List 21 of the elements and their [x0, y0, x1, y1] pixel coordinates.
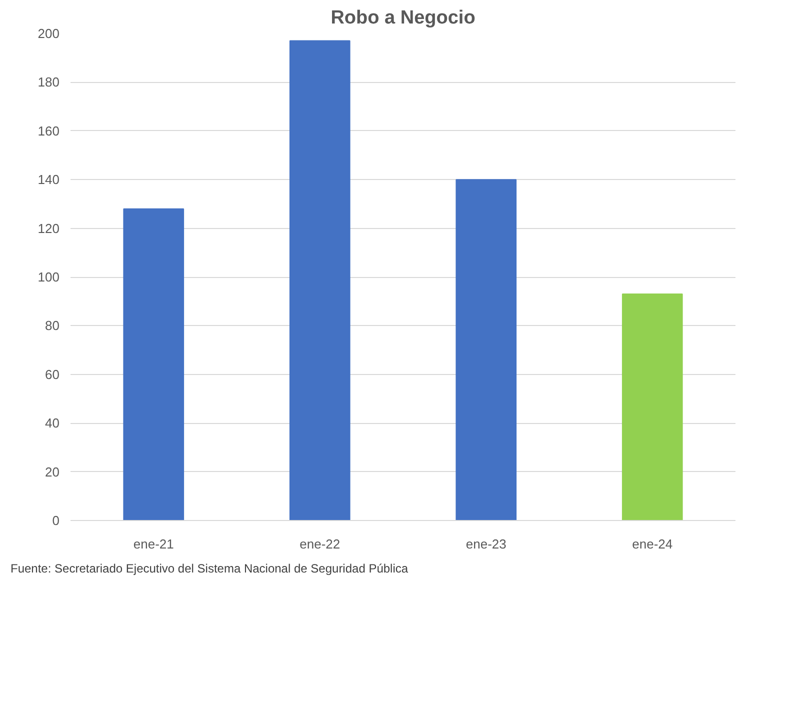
y-tick-label: 20 — [45, 464, 60, 480]
y-tick-label: 40 — [45, 416, 60, 431]
y-tick-label: 100 — [38, 270, 60, 284]
x-tick-label: ene-23 — [466, 536, 506, 552]
source-note: Fuente: Secretariado Ejecutivo del Sistema Nacional de Seguridad Pública — [10, 562, 408, 576]
y-tick-label: 200 — [38, 26, 60, 41]
bar — [123, 208, 184, 520]
chart-title: Robo a Negocio — [330, 8, 476, 28]
x-tick-label: ene-24 — [632, 536, 673, 552]
y-tick-label: 180 — [38, 74, 60, 90]
x-tick-label: ene-21 — [133, 536, 174, 552]
y-tick-label: 160 — [38, 123, 60, 138]
x-tick-label: ene-22 — [300, 536, 340, 552]
bar — [289, 40, 350, 520]
y-tick-label: 0 — [52, 513, 60, 528]
y-tick-label: 80 — [45, 318, 60, 334]
y-tick-label: 120 — [38, 220, 60, 236]
y-tick-label: 140 — [38, 172, 60, 188]
y-tick-label: 60 — [45, 366, 60, 382]
bar — [456, 179, 517, 520]
bar — [622, 294, 683, 520]
